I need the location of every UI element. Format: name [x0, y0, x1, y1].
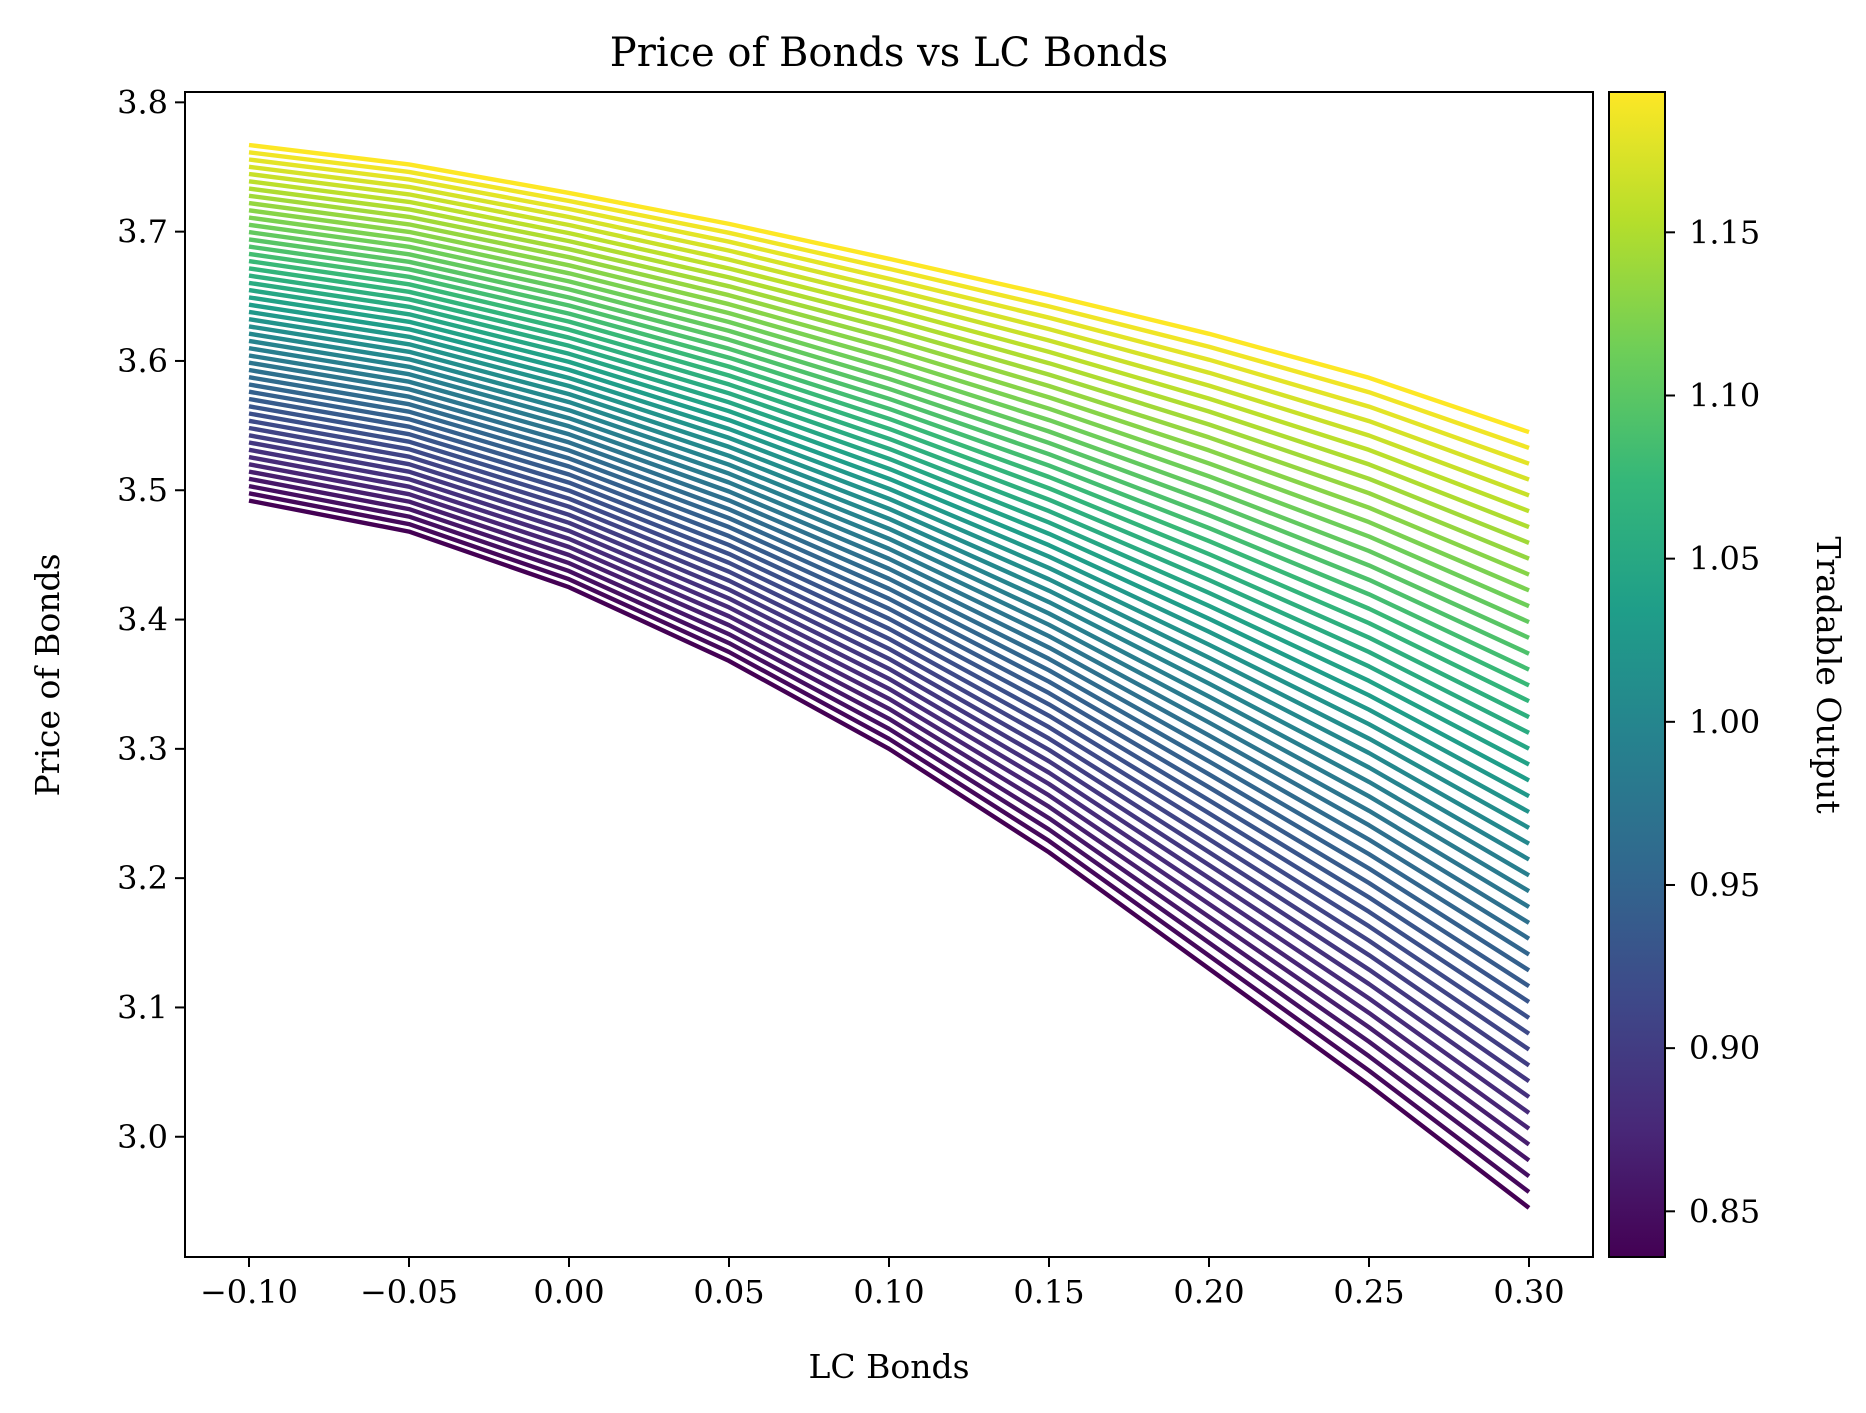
- x-tick-label: −0.10: [200, 1273, 298, 1311]
- series-line: [248, 469, 1531, 1147]
- chart-title: Price of Bonds vs LC Bonds: [610, 30, 1168, 76]
- y-tick-label: 3.6: [117, 342, 168, 380]
- series-line: [248, 157, 1530, 466]
- series-line: [248, 208, 1530, 577]
- series-line: [248, 280, 1530, 735]
- series-line: [248, 346, 1531, 878]
- y-tick-label: 3.2: [117, 859, 168, 897]
- x-tick-label: −0.05: [360, 1273, 458, 1311]
- y-axis-label: Price of Bonds: [28, 553, 67, 796]
- series-line: [248, 447, 1531, 1099]
- colorbar-tick-label: 1.10: [1689, 376, 1760, 414]
- series-line: [248, 476, 1531, 1163]
- series-line: [248, 375, 1531, 941]
- series-line: [248, 193, 1530, 545]
- y-tick-label: 3.3: [117, 730, 168, 768]
- series-line: [248, 491, 1531, 1194]
- series-line: [248, 418, 1531, 1036]
- series-line: [248, 454, 1531, 1115]
- series-line: [248, 150, 1530, 450]
- series-line: [248, 302, 1531, 783]
- x-tick-label: 0.10: [853, 1273, 924, 1311]
- series-line: [248, 237, 1530, 640]
- series-line: [248, 171, 1530, 498]
- x-tick-label: 0.15: [1013, 1273, 1084, 1311]
- x-tick-label: 0.00: [533, 1273, 604, 1311]
- y-tick-label: 3.4: [117, 601, 168, 639]
- y-tick-label: 3.0: [117, 1118, 168, 1156]
- series-line: [248, 411, 1531, 1020]
- x-axis-label: LC Bonds: [808, 1347, 969, 1386]
- series-line: [248, 287, 1531, 751]
- series-line: [248, 179, 1530, 514]
- series-line: [248, 215, 1530, 593]
- series-line: [248, 251, 1530, 672]
- series-line: [248, 353, 1531, 894]
- colorbar: [1609, 92, 1665, 1257]
- x-axis-ticks: −0.10 −0.05 0.00 0.05 0.10 0.15 0.20 0.25 0.30: [200, 1257, 1565, 1311]
- series-line: [248, 360, 1531, 909]
- y-tick-label: 3.7: [117, 213, 168, 251]
- colorbar-tick-label: 1.15: [1689, 213, 1760, 251]
- series-line: [248, 186, 1530, 530]
- x-tick-label: 0.25: [1333, 1273, 1404, 1311]
- series-line: [248, 200, 1530, 561]
- series-line: [248, 338, 1531, 862]
- series-line: [248, 244, 1530, 656]
- colorbar-tick-label: 0.90: [1689, 1029, 1760, 1067]
- colorbar-tick-label: 0.85: [1689, 1192, 1760, 1230]
- series-line: [248, 229, 1530, 625]
- series-line: [248, 382, 1531, 957]
- series-line: [248, 317, 1531, 814]
- y-tick-label: 3.5: [117, 471, 168, 509]
- colorbar-tick-label: 1.05: [1689, 540, 1760, 578]
- series-line: [248, 440, 1531, 1084]
- colorbar-tick-label: 0.95: [1689, 866, 1760, 904]
- series-line: [248, 324, 1531, 830]
- colorbar-frame: [1608, 91, 1666, 1258]
- series-line: [248, 404, 1531, 1004]
- series-line: [248, 309, 1531, 799]
- colorbar-tick-label: 1.00: [1689, 703, 1760, 741]
- series-lines: [248, 142, 1531, 1210]
- colorbar-ticks: 0.85 0.90 0.95 1.00 1.05 1.10 1.15: [1665, 213, 1760, 1230]
- x-tick-label: 0.30: [1493, 1273, 1564, 1311]
- y-axis-ticks: 3.0 3.1 3.2 3.3 3.4 3.5 3.6 3.7 3.8: [117, 83, 185, 1156]
- series-line: [248, 462, 1531, 1131]
- series-line: [248, 331, 1531, 846]
- series-line: [248, 258, 1530, 688]
- series-line: [248, 425, 1531, 1052]
- y-tick-label: 3.1: [117, 988, 168, 1026]
- series-line: [248, 164, 1530, 482]
- x-tick-label: 0.05: [693, 1273, 764, 1311]
- x-tick-label: 0.20: [1173, 1273, 1244, 1311]
- series-line: [248, 498, 1531, 1210]
- colorbar-label: Tradable Output: [1809, 536, 1848, 813]
- series-line: [248, 142, 1530, 435]
- series-line: [248, 389, 1531, 973]
- series-line: [248, 273, 1530, 720]
- series-line: [248, 295, 1531, 767]
- series-line: [248, 367, 1531, 925]
- series-line: [248, 483, 1531, 1178]
- series-line: [248, 222, 1530, 609]
- series-line: [248, 266, 1530, 704]
- series-line: [248, 396, 1531, 989]
- series-line: [248, 433, 1531, 1068]
- y-tick-label: 3.8: [117, 83, 168, 121]
